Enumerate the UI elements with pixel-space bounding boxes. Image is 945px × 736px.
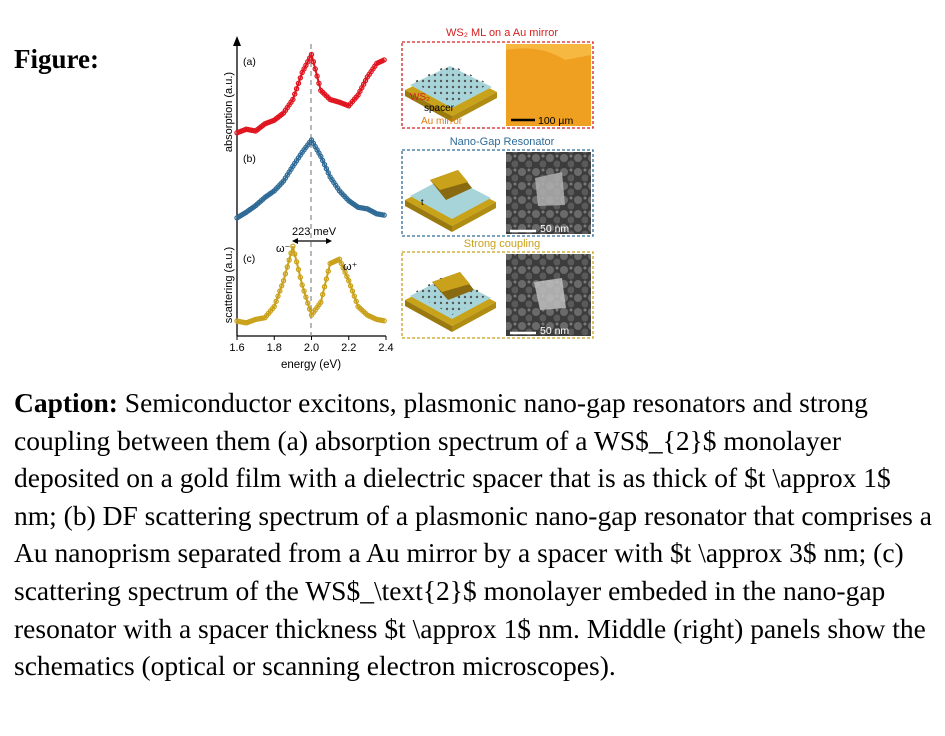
arrow-left-icon	[292, 238, 298, 244]
x-tick-label: 2.4	[378, 342, 393, 354]
panel-label-a: (a)	[243, 56, 256, 68]
row1-mirror-label: Au mirror	[421, 116, 463, 127]
y-axis-arrow-icon	[233, 36, 241, 46]
row1-optical-highlight	[506, 44, 591, 60]
x-axis-label: energy (eV)	[281, 359, 341, 371]
row1-frame	[401, 41, 594, 129]
figure-label: Figure:	[14, 44, 99, 74]
row1-title: WS₂ ML on a Au mirror	[446, 27, 558, 39]
series-1-line	[236, 51, 385, 134]
panel-label-b: (b)	[243, 153, 256, 165]
series-2-line	[236, 138, 385, 219]
row3-frame	[401, 251, 594, 339]
row2-title: Nano-Gap Resonator	[450, 136, 555, 148]
row1-spacer-label: spacer	[424, 103, 455, 114]
series-group	[234, 51, 387, 326]
arrow-right-icon	[326, 238, 332, 244]
caption-label: Caption:	[14, 387, 118, 418]
panel-label-c: (c)	[243, 253, 255, 265]
row1-schematic: WS₂ spacer Au mirror	[405, 64, 497, 127]
series-3-line	[236, 246, 385, 324]
caption-text: Semiconductor excitons, plasmonic nano-g…	[14, 387, 932, 682]
x-tick-label: 2.0	[304, 342, 319, 354]
row2-t-label: t	[421, 197, 424, 207]
x-ticks: 1.6 1.8 2.0 2.2 2.4	[229, 336, 394, 354]
omega-minus-label: ω⁻	[276, 243, 291, 255]
y-label-scattering: scattering (a.u.)	[223, 247, 235, 323]
x-tick-label: 1.8	[267, 342, 282, 354]
row2-frame	[401, 149, 594, 237]
row2-schematic: t	[405, 170, 496, 232]
row3-title: Strong coupling	[464, 238, 540, 250]
row2-scale-label: 50 nm	[540, 223, 569, 235]
row3-nanoprism	[534, 278, 566, 310]
y-label-absorption: absorption (a.u.)	[223, 72, 235, 152]
omega-plus-label: ω⁺	[343, 261, 358, 273]
row1-ws2-label: WS₂	[410, 92, 430, 103]
row1-scale-label: 100 µm	[538, 115, 573, 127]
x-tick-label: 1.6	[229, 342, 244, 354]
spectra-plot: absorption (a.u.) scattering (a.u.) (a) …	[223, 36, 394, 371]
splitting-label: 223 meV	[292, 226, 337, 238]
x-tick-label: 2.2	[341, 342, 356, 354]
caption: Caption: Semiconductor excitons, plasmon…	[14, 384, 936, 685]
figure: absorption (a.u.) scattering (a.u.) (a) …	[223, 27, 594, 371]
schematic-panels: WS₂ ML on a Au mirror WS₂ spacer Au mirr…	[401, 27, 594, 339]
row3-schematic	[405, 272, 496, 332]
row3-scale-label: 50 nm	[540, 325, 569, 337]
row2-nanoprism	[535, 172, 565, 206]
